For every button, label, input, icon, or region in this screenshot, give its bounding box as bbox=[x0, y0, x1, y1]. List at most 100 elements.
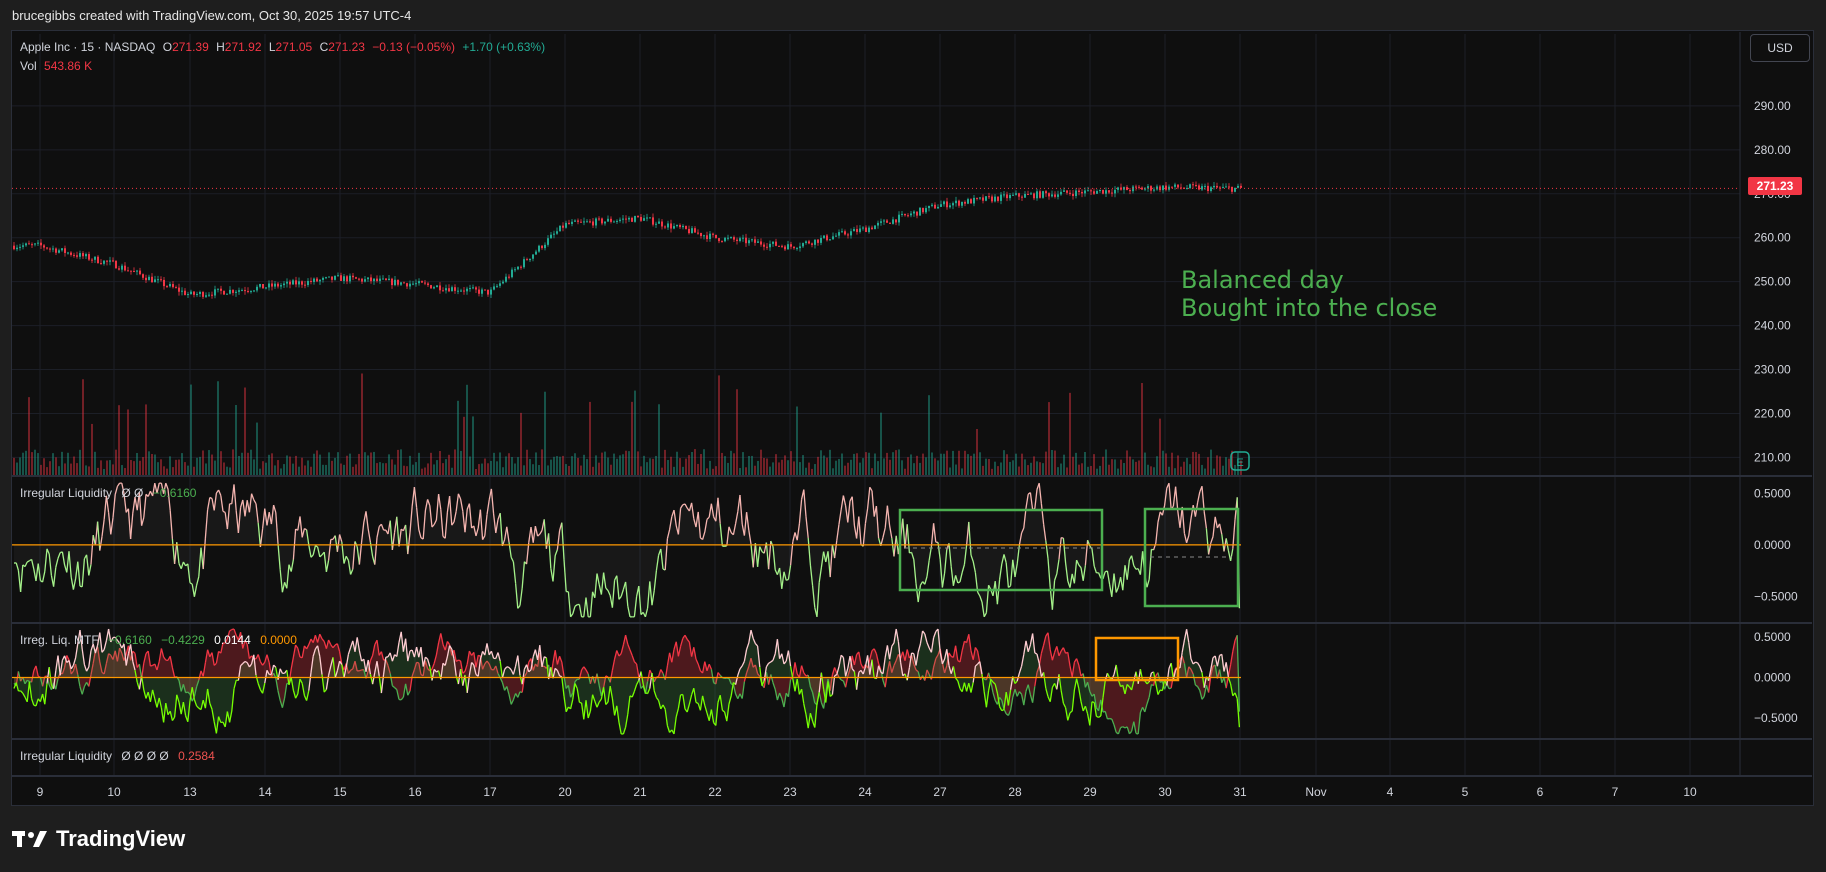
oscillator-1-line-0 bbox=[1111, 573, 1115, 597]
oscillator-2-line-0 bbox=[1023, 691, 1027, 706]
oscillator-2-line-1 bbox=[246, 662, 250, 668]
annotation-line-1: Balanced day bbox=[1181, 266, 1344, 294]
candle-body bbox=[1018, 193, 1020, 197]
low-label: L bbox=[268, 40, 276, 54]
volume-bar bbox=[772, 462, 774, 475]
oscillator-2-line-1 bbox=[820, 672, 825, 690]
oscillator-2-line-1 bbox=[745, 642, 750, 650]
oscillator-2-line-0 bbox=[1229, 651, 1234, 665]
volume-bar bbox=[808, 462, 810, 475]
oscillator-2-line-0 bbox=[226, 630, 231, 639]
oscillator-2-line-0 bbox=[1195, 684, 1198, 688]
candle-body bbox=[793, 246, 795, 249]
candle-body bbox=[316, 278, 318, 282]
oscillator-2-line-1 bbox=[838, 655, 842, 667]
oscillator-1-line-0 bbox=[413, 487, 418, 508]
candle-body bbox=[1114, 189, 1116, 194]
oscillator-1-line-0 bbox=[1148, 549, 1153, 580]
volume-bar bbox=[1090, 465, 1092, 475]
oscillator-1-line-0 bbox=[429, 505, 433, 528]
volume-bar bbox=[988, 459, 990, 475]
candle-body bbox=[1153, 189, 1155, 191]
oscillator-2-line-1 bbox=[332, 657, 336, 678]
candle-body bbox=[343, 276, 345, 281]
candle-body bbox=[1228, 186, 1230, 188]
volume-bar bbox=[511, 457, 513, 475]
oscillator-2-line-1 bbox=[1183, 629, 1188, 641]
oscillator-2-line-1 bbox=[323, 689, 327, 693]
oscillator-1-line-0 bbox=[422, 510, 427, 540]
candle-body bbox=[838, 232, 840, 236]
oscillator-1-line-0 bbox=[193, 585, 198, 597]
oscillator-1-line-0 bbox=[963, 545, 968, 565]
oscillator-2-line-1 bbox=[187, 700, 191, 722]
candle-body bbox=[1234, 187, 1236, 192]
volume-bar bbox=[562, 455, 564, 475]
oscillator-1-line-0 bbox=[490, 488, 495, 514]
oscillator-1-line-0 bbox=[358, 541, 363, 565]
oscillator-2-line-0 bbox=[741, 681, 746, 699]
tradingview-logo[interactable]: TradingView bbox=[12, 826, 185, 852]
volume-bar bbox=[1153, 467, 1155, 475]
indicator-1-legend[interactable]: Irregular Liquidity Ø Ø −0.6160 bbox=[20, 486, 202, 500]
chart-frame[interactable] bbox=[11, 30, 1814, 806]
oscillator-2-line-0 bbox=[1227, 664, 1232, 677]
oscillator-2-line-1 bbox=[1227, 677, 1232, 685]
currency-button[interactable]: USD bbox=[1750, 34, 1810, 62]
oscillator-1-line-0 bbox=[690, 502, 695, 519]
volume-label[interactable]: Vol bbox=[20, 59, 37, 73]
oscillator-2-line-0 bbox=[895, 654, 900, 661]
indicator-2-value-2: −0.4229 bbox=[161, 633, 205, 647]
oscillator-2-line-1 bbox=[431, 669, 435, 681]
candle-body bbox=[481, 289, 483, 294]
oscillator-2-line-1 bbox=[882, 657, 886, 674]
volume-bar bbox=[265, 462, 267, 475]
volume-bar bbox=[979, 452, 981, 475]
volume-bar bbox=[457, 400, 459, 475]
oscillator-2-line-1 bbox=[556, 670, 561, 677]
volume-bar bbox=[589, 401, 591, 475]
volume-bar bbox=[247, 452, 249, 475]
oscillator-1-line-0 bbox=[55, 558, 59, 568]
volume-bar bbox=[676, 451, 678, 475]
volume-bar bbox=[190, 384, 192, 475]
oscillator-2-line-0 bbox=[932, 658, 937, 668]
oscillator-2-line-1 bbox=[818, 672, 823, 693]
oscillator-1-line-0 bbox=[680, 504, 684, 509]
oscillator-2-line-1 bbox=[74, 643, 79, 659]
chart-annotation[interactable]: Balanced day Bought into the close bbox=[1181, 266, 1437, 322]
oscillator-1-line-0 bbox=[796, 523, 801, 541]
volume-bar bbox=[928, 395, 930, 475]
oscillator-2-line-1 bbox=[748, 629, 752, 644]
oscillator-1-line-0 bbox=[99, 536, 103, 551]
volume-bar bbox=[550, 459, 552, 475]
volume-bar bbox=[1183, 461, 1185, 475]
candle-body bbox=[985, 196, 987, 201]
indicator-3-legend[interactable]: Irregular Liquidity Ø Ø Ø Ø 0.2584 bbox=[20, 749, 221, 763]
volume-bar bbox=[958, 450, 960, 475]
candle-body bbox=[883, 220, 885, 222]
oscillator-2-line-1 bbox=[396, 642, 400, 657]
indicator-2-legend[interactable]: Irreg. Liq. MTF −0.6160 −0.4229 0.0144 0… bbox=[20, 633, 303, 647]
oscillator-2-line-1 bbox=[1091, 701, 1095, 704]
oscillator-2-line-1 bbox=[94, 645, 99, 654]
volume-bar bbox=[1174, 468, 1176, 475]
oscillator-1-line-0 bbox=[503, 526, 508, 540]
volume-bar bbox=[955, 464, 957, 475]
volume-bar bbox=[148, 451, 150, 475]
oscillator-2-line-0 bbox=[943, 665, 948, 674]
volume-bar bbox=[208, 450, 210, 475]
volume-bar bbox=[229, 467, 231, 475]
volume-bar bbox=[1048, 402, 1050, 475]
symbol-label[interactable]: Apple Inc · 15 · NASDAQ bbox=[20, 40, 156, 54]
volume-bar bbox=[286, 455, 288, 475]
oscillator-2-line-1 bbox=[433, 668, 437, 673]
candle-body bbox=[766, 246, 768, 248]
oscillator-1-line-0 bbox=[919, 581, 924, 586]
oscillator-2-line-0 bbox=[402, 683, 407, 698]
oscillator-2-line-1 bbox=[134, 670, 138, 683]
oscillator-2-line-0 bbox=[105, 653, 110, 664]
oscillator-2-line-0 bbox=[292, 644, 297, 658]
candle-body bbox=[931, 204, 933, 206]
